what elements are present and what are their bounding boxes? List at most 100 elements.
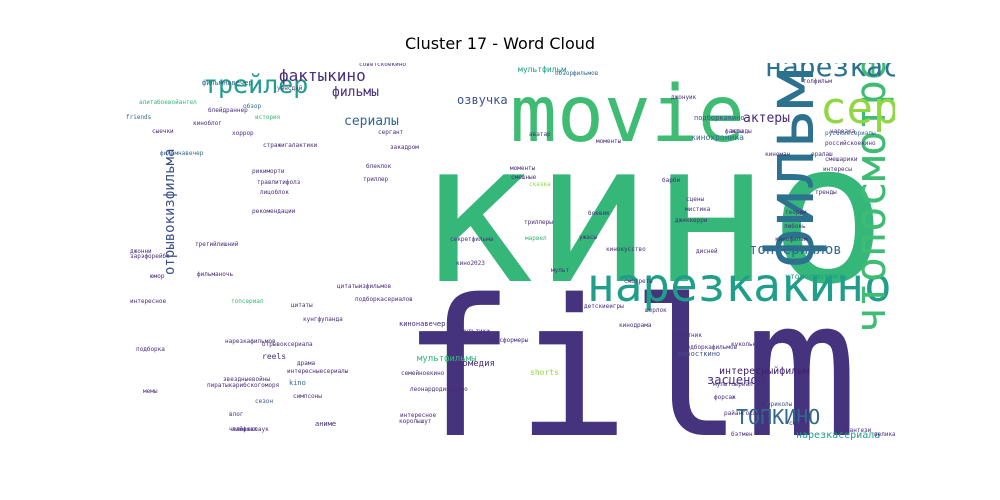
word-45: алитабоевойантел	[139, 99, 197, 106]
word-56: нарезка	[830, 128, 856, 135]
word-73: секретфильма	[450, 236, 494, 243]
word-130: джонни	[130, 248, 152, 255]
word-20: мультфильмы	[417, 354, 477, 364]
word-22: кинохроника	[691, 133, 744, 142]
word-33: сезон	[255, 398, 273, 405]
word-104: королышут	[399, 418, 432, 425]
word-94: влог	[229, 411, 243, 418]
word-12: топсериалов	[749, 242, 842, 258]
word-64: любовь	[784, 223, 806, 230]
word-129: боевик	[588, 210, 610, 217]
word-106: мультсериал	[713, 381, 753, 388]
chart-title: Cluster 17 - Word Cloud	[404, 34, 596, 53]
word-132: ужасы	[579, 234, 597, 241]
word-41: friends	[126, 114, 152, 121]
word-4: нарезкакино	[587, 258, 892, 312]
word-55: факты	[725, 128, 743, 135]
word-103: леонардодикаприо	[410, 386, 468, 393]
word-7: нарезкасериалов	[765, 63, 895, 83]
word-34: лайфхак	[232, 426, 258, 433]
word-108: великаяотечественная	[874, 431, 895, 438]
word-74: кино2023	[456, 260, 485, 267]
word-91: отрывоксериала	[262, 341, 313, 348]
word-86: цитаты	[291, 302, 313, 309]
word-14: сериалы	[344, 114, 399, 129]
word-109: фантези	[846, 427, 872, 434]
word-82: третийлишний	[195, 241, 239, 248]
word-38: хоррор	[232, 130, 254, 137]
word-67: мистика	[685, 206, 711, 213]
word-21: комедия	[457, 359, 495, 369]
word-71: триллеры	[524, 219, 553, 226]
word-70: барби	[662, 177, 680, 184]
word-46: советскоекино	[359, 63, 406, 68]
word-29: shorts	[530, 368, 559, 377]
word-76: рекомендации	[252, 208, 296, 215]
word-119: уэнсдэй	[277, 85, 303, 92]
word-63: теории	[785, 209, 807, 216]
word-111: райангослинг	[724, 410, 767, 417]
word-cloud-canvas: кино film movie фильм нарезкакино чтопосмотре…	[125, 63, 895, 448]
word-1: film	[401, 259, 859, 448]
word-99: трансформеры	[485, 337, 529, 344]
word-65: кинофильм	[775, 236, 808, 243]
word-62: тренды	[815, 189, 837, 196]
word-85: топсериал	[231, 298, 264, 305]
word-2: movie	[510, 70, 745, 160]
word-57: российскоекино	[825, 140, 876, 147]
word-96: пиратыкарибскогоморя	[207, 382, 279, 389]
word-3: фильм	[752, 69, 829, 268]
word-112: форсаж	[714, 394, 736, 401]
word-27: кинонавечер	[399, 320, 445, 328]
word-81: зарэфорейбе	[130, 253, 170, 260]
word-127: кинокусство	[606, 246, 646, 253]
word-79: стражигалактики	[263, 142, 318, 149]
word-0: кино	[417, 100, 887, 327]
word-122: толфильм	[803, 78, 832, 85]
word-107: бэтмен	[731, 431, 753, 438]
word-121: звезды	[730, 128, 752, 135]
word-66: сцены	[686, 196, 704, 203]
word-93: драма	[297, 360, 315, 367]
word-58: русскиесериалы	[825, 130, 876, 137]
word-120: джонуик	[671, 94, 697, 101]
word-37: юмор	[150, 273, 165, 280]
word-100: участник	[673, 332, 702, 339]
word-60: смешарики	[825, 156, 858, 163]
word-24: чтопосмотреть	[785, 272, 848, 281]
word-6: сериал	[820, 83, 895, 134]
word-124: смешные	[511, 174, 537, 181]
word-75: лицоблок	[260, 189, 289, 196]
word-19: нарезкасериала	[796, 430, 880, 441]
word-116: кинодрама	[619, 322, 652, 329]
word-89: цитатыизфильмов	[337, 283, 391, 290]
word-18: интересныйфильм	[719, 365, 809, 377]
word-28: новосткино	[678, 350, 720, 358]
word-13: фильмы	[332, 85, 379, 100]
word-30: reels	[262, 352, 286, 361]
word-83: интересное	[130, 298, 167, 305]
word-128: смотреть	[624, 278, 653, 285]
word-23: мультфильм	[518, 65, 566, 74]
word-42: киноблог	[193, 120, 222, 127]
word-36: приколы	[767, 401, 793, 408]
word-88: подборкасериалов	[355, 296, 413, 303]
word-39: обзор	[243, 103, 261, 110]
word-15: актеры	[743, 111, 790, 126]
word-48: сергант	[378, 129, 404, 136]
word-92: интересныесериалы	[287, 368, 349, 375]
word-54: моменты	[510, 165, 536, 172]
word-115: шерлок	[645, 307, 667, 314]
word-25: фильмнавечер	[202, 79, 253, 87]
word-51: сказка	[529, 181, 551, 188]
word-43: сыечки	[152, 128, 174, 135]
word-47: обзорфильмов	[555, 70, 598, 77]
word-52: триллер	[363, 176, 389, 183]
word-114: прикол	[776, 337, 798, 344]
word-90: нарезкафильмов	[225, 338, 276, 345]
word-97: звездныевойны	[223, 376, 270, 383]
word-77: травлитифолз	[257, 179, 301, 186]
word-80: блейдраннер	[208, 107, 248, 114]
